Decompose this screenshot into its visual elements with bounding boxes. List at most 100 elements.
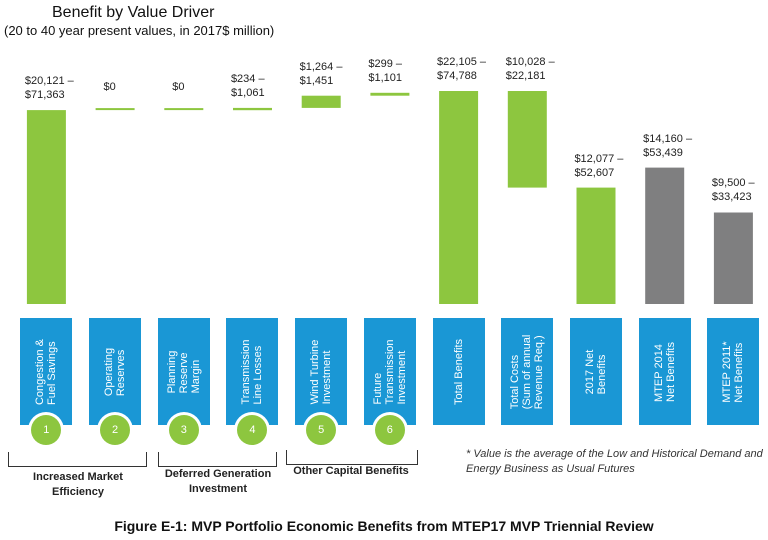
- category-label: Operating Reserves: [103, 347, 127, 395]
- value-label-line: $1,451: [299, 74, 334, 87]
- driver-badge-5: 5: [306, 415, 337, 445]
- category-box: 2017 Net Benefits: [569, 318, 622, 425]
- group-label-line: Increased Market: [33, 471, 123, 483]
- value-label: $9,500 – $33,423: [712, 176, 755, 204]
- category-label-line: Benefits: [595, 354, 608, 394]
- driver-badge-1: 1: [31, 415, 62, 445]
- category-label: Wind Turbine Investment: [309, 339, 333, 404]
- bar-4: [233, 107, 272, 111]
- bar-11: [713, 212, 753, 304]
- value-label: $10,028 – $22,181: [506, 55, 555, 83]
- value-label: $299 – $1,101: [368, 57, 402, 85]
- value-label-line: $20,121 –: [24, 75, 74, 88]
- group-label-market-efficiency: Increased Market Efficiency: [18, 470, 138, 500]
- category-label-line: Revenue Req.): [533, 334, 546, 409]
- category-label-line: Investment: [395, 350, 408, 404]
- value-label-line: $0: [172, 81, 185, 94]
- bar-10: [645, 167, 685, 304]
- category-box: Congestion & Fuel Savings: [20, 318, 73, 425]
- category-label: 2017 Net Benefits: [584, 349, 608, 394]
- category-label-line: Net Benefits: [733, 342, 746, 403]
- value-label: $234 – $1,061: [231, 72, 265, 100]
- value-label-line: $299 –: [368, 57, 402, 70]
- group-label-line: Deferred Generation: [164, 468, 272, 480]
- figure-caption: Figure E-1: MVP Portfolio Economic Benef…: [114, 518, 654, 534]
- waterfall-chart: [26, 91, 753, 304]
- group-label-deferred-generation: Deferred Generation Investment: [158, 467, 278, 497]
- bar-1: [26, 110, 66, 304]
- category-box: MTEP 2014 Net Benefits: [638, 318, 691, 425]
- value-label: $22,105 – $74,788: [437, 55, 486, 83]
- value-label-line: $9,500 –: [711, 177, 755, 190]
- category-label-line: Net Benefits: [664, 341, 677, 402]
- category-label-line: Future: [371, 372, 384, 404]
- category-label: Total Costs (Sum of annual Revenue Req.): [509, 334, 545, 409]
- category-label-line: Reserves: [115, 349, 128, 396]
- bar-6: [370, 92, 410, 96]
- bar-9: [576, 187, 616, 304]
- value-label: $0: [104, 80, 116, 94]
- category-label-line: Line Losses: [252, 345, 265, 404]
- value-label-line: $74,788: [437, 70, 477, 82]
- category-label-line: Wind Turbine: [309, 339, 322, 404]
- category-label-line: Planning: [165, 350, 178, 393]
- value-label-line: $0: [103, 81, 116, 94]
- category-box: Transmission Line Losses: [226, 318, 279, 425]
- value-label: $1,264 – $1,451: [300, 60, 343, 88]
- category-label-line: Investment: [321, 350, 334, 404]
- value-label-line: $1,264 –: [299, 60, 343, 73]
- group-bracket-deferred-generation: [158, 452, 277, 467]
- value-label-line: $33,423: [711, 191, 752, 204]
- driver-badge-6: 6: [374, 415, 405, 445]
- chart-title: Benefit by Value Driver: [52, 4, 215, 21]
- value-label: $14,160 – $53,439: [643, 132, 692, 160]
- value-label-line: $14,160 –: [643, 132, 693, 145]
- bar-7: [439, 91, 479, 304]
- category-box: Wind Turbine Investment: [295, 318, 348, 425]
- category-label-line: Fuel Savings: [46, 340, 59, 405]
- category-box: Total Benefits: [432, 318, 485, 425]
- category-label-line: Operating: [103, 347, 116, 396]
- group-bracket-other-capital: [286, 450, 418, 465]
- value-label: $20,121 – $71,363: [25, 74, 74, 102]
- value-label: $0: [172, 80, 184, 94]
- driver-badge-3: 3: [168, 415, 199, 445]
- category-label-line: 2017 Net: [583, 349, 596, 394]
- group-label-line: Investment: [188, 483, 248, 495]
- category-label-line: Margin: [189, 359, 202, 393]
- category-box: Total Costs (Sum of annual Revenue Req.): [501, 318, 554, 425]
- value-label-line: $1,101: [368, 71, 402, 84]
- value-label-line: $22,181: [505, 70, 546, 82]
- value-label-line: $10,028 –: [505, 56, 555, 68]
- value-label-line: $12,077 –: [574, 152, 624, 165]
- category-label-line: (Sum of annual: [521, 334, 534, 409]
- value-label-line: $52,607: [574, 166, 615, 179]
- group-label-line: Other Capital Benefits: [293, 465, 409, 477]
- category-label: MTEP 2014 Net Benefits: [653, 342, 677, 402]
- value-label-line: $22,105 –: [437, 56, 486, 68]
- category-label-line: Reserve: [177, 351, 190, 393]
- category-label: Total Benefits: [453, 338, 465, 404]
- category-label: Future Transmission Investment: [372, 339, 408, 404]
- bar-2: [95, 108, 135, 111]
- category-label-line: Transmission: [383, 339, 396, 404]
- category-label-line: Transmission: [240, 339, 253, 404]
- value-label-line: $234 –: [230, 72, 265, 85]
- category-label: Congestion & Fuel Savings: [34, 338, 58, 404]
- category-label: Planning Reserve Margin: [166, 350, 202, 393]
- category-box: Future Transmission Investment: [363, 318, 416, 425]
- category-box: Planning Reserve Margin: [157, 318, 210, 425]
- value-label-line: $71,363: [24, 89, 65, 102]
- chart-subtitle: (20 to 40 year present values, in 2017$ …: [4, 23, 275, 38]
- footnote: * Value is the average of the Low and Hi…: [466, 448, 763, 475]
- category-label-line: MTEP 2011*: [721, 340, 734, 403]
- driver-badge-2: 2: [100, 415, 131, 445]
- bar-8: [507, 91, 547, 188]
- category-label-line: Congestion &: [34, 338, 47, 405]
- category-label-line: MTEP 2014: [652, 343, 665, 402]
- value-label-line: $1,061: [230, 86, 265, 99]
- bar-3: [164, 108, 204, 111]
- group-label-other-capital: Other Capital Benefits: [280, 464, 422, 479]
- driver-badge-4: 4: [237, 415, 268, 445]
- category-box: Operating Reserves: [89, 318, 142, 425]
